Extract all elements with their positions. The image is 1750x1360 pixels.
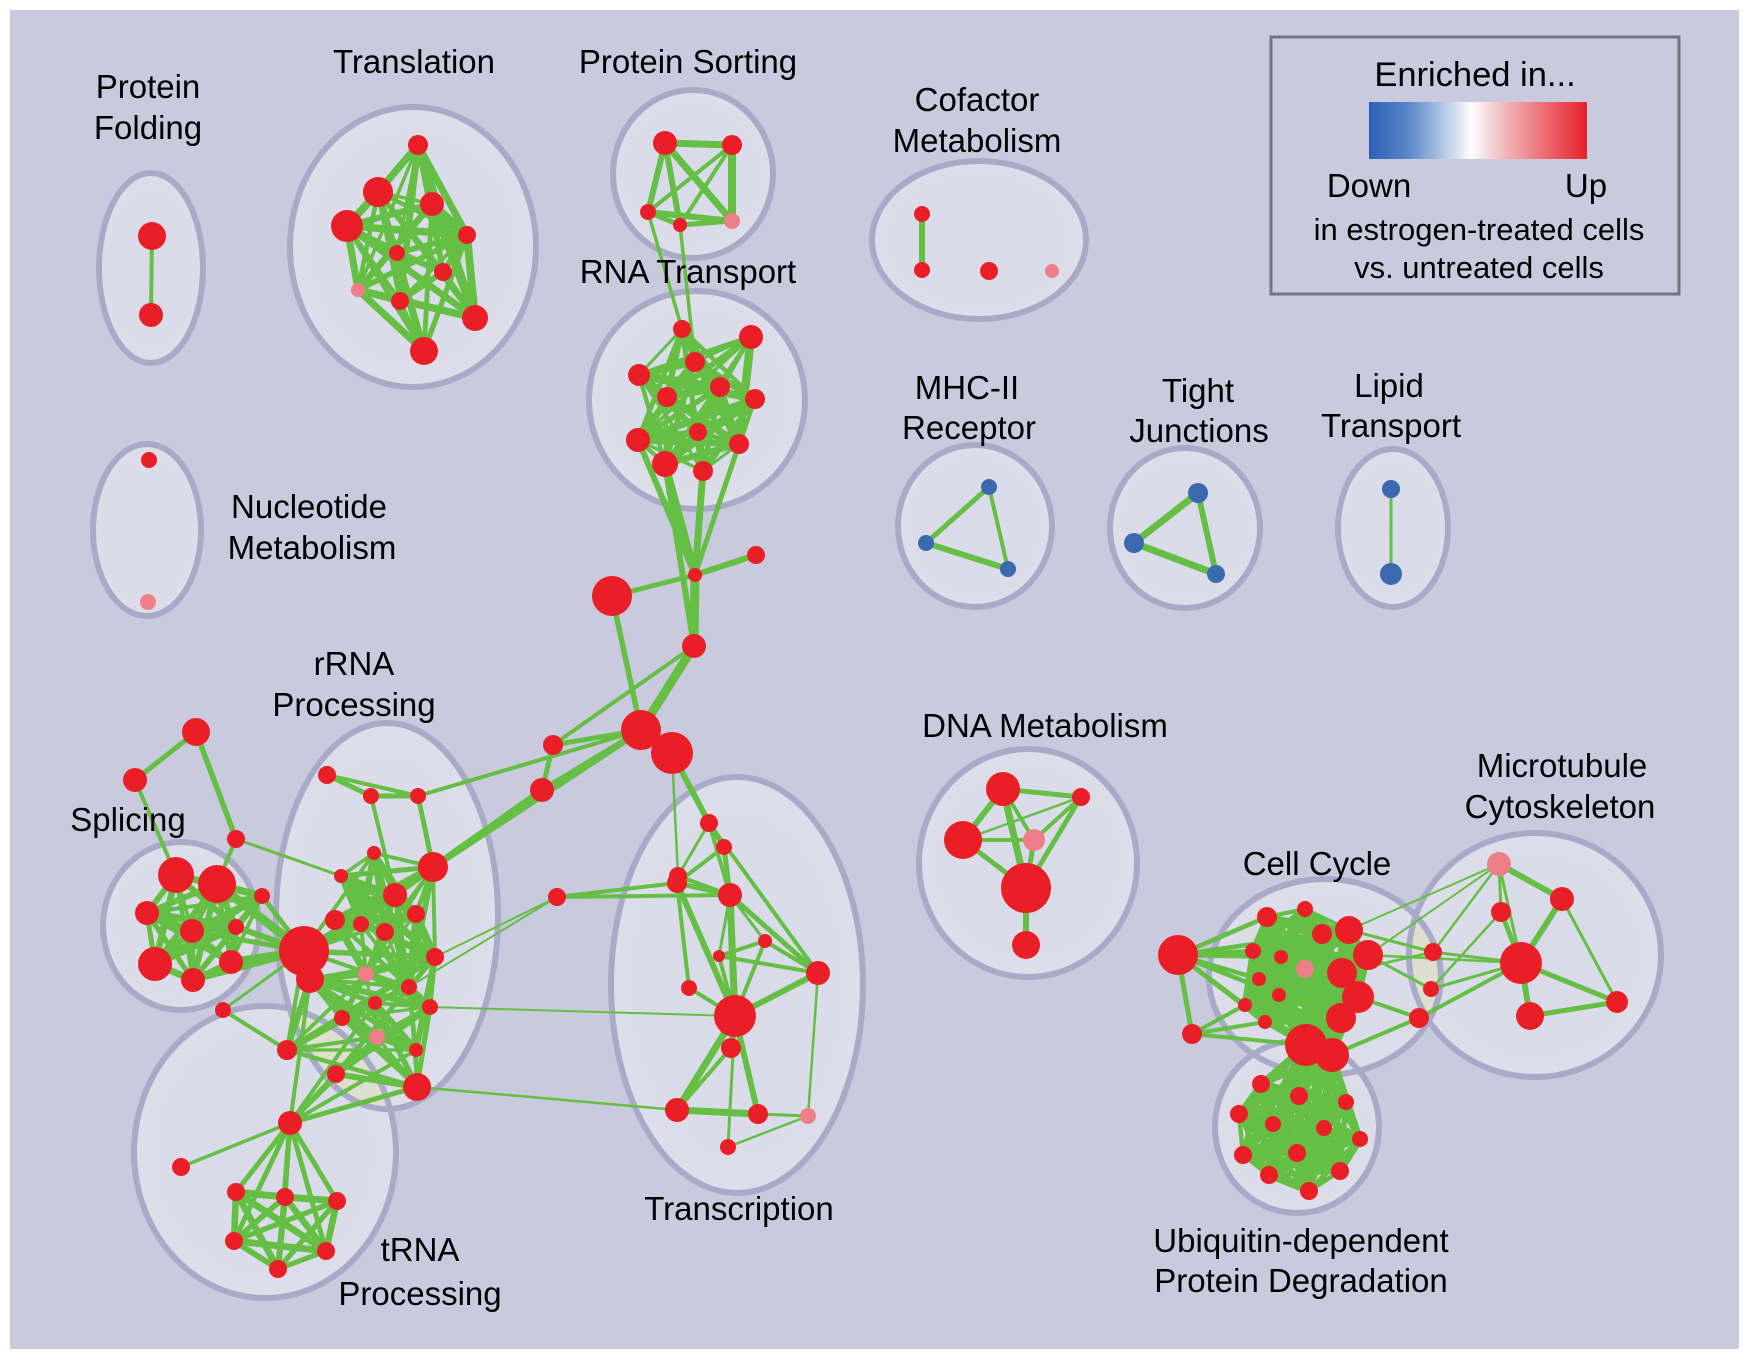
svg-text:tRNA: tRNA [381, 1231, 460, 1268]
svg-text:Tight: Tight [1162, 372, 1234, 409]
svg-text:Cytoskeleton: Cytoskeleton [1465, 788, 1656, 825]
svg-text:Metabolism: Metabolism [228, 529, 397, 566]
svg-text:in estrogen-treated cells: in estrogen-treated cells [1314, 212, 1645, 247]
svg-text:Transport: Transport [1321, 407, 1461, 444]
svg-text:vs. untreated cells: vs. untreated cells [1354, 250, 1604, 285]
svg-text:Protein: Protein [96, 68, 201, 105]
svg-text:Nucleotide: Nucleotide [231, 488, 387, 525]
svg-text:Splicing: Splicing [70, 801, 186, 838]
svg-text:Enriched in...: Enriched in... [1374, 56, 1575, 94]
svg-text:Junctions: Junctions [1129, 412, 1268, 449]
svg-text:Protein Degradation: Protein Degradation [1154, 1262, 1448, 1299]
svg-text:Translation: Translation [333, 43, 495, 80]
svg-text:Down: Down [1327, 167, 1411, 204]
svg-text:Cell Cycle: Cell Cycle [1243, 845, 1392, 882]
svg-text:Cofactor: Cofactor [915, 81, 1040, 118]
svg-text:Microtubule: Microtubule [1477, 747, 1648, 784]
svg-text:Transcription: Transcription [644, 1190, 834, 1227]
svg-text:Processing: Processing [272, 686, 435, 723]
svg-text:Folding: Folding [94, 109, 202, 146]
svg-text:Processing: Processing [338, 1275, 501, 1312]
svg-text:Protein Sorting: Protein Sorting [579, 43, 797, 80]
svg-text:DNA Metabolism: DNA Metabolism [922, 707, 1168, 744]
svg-text:Receptor: Receptor [902, 409, 1036, 446]
svg-text:RNA Transport: RNA Transport [580, 253, 796, 290]
svg-text:Metabolism: Metabolism [893, 122, 1062, 159]
svg-text:Ubiquitin-dependent: Ubiquitin-dependent [1153, 1222, 1448, 1259]
svg-text:Up: Up [1565, 167, 1607, 204]
svg-text:rRNA: rRNA [314, 645, 395, 682]
svg-text:Lipid: Lipid [1354, 367, 1424, 404]
svg-text:MHC-II: MHC-II [915, 369, 1019, 406]
